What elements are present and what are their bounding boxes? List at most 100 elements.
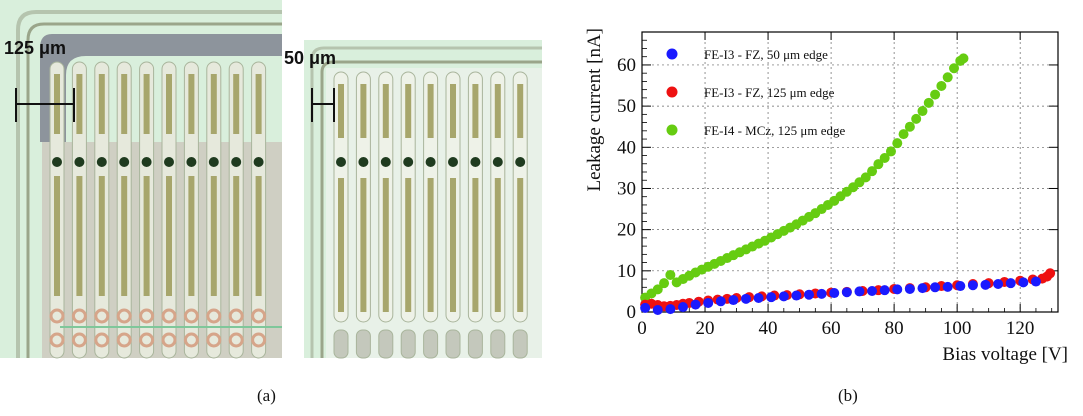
x-axis-label: Bias voltage [V] bbox=[942, 344, 1068, 365]
y-tick-label: 60 bbox=[617, 55, 636, 76]
strip-implant bbox=[255, 74, 262, 134]
data-point bbox=[659, 278, 670, 289]
legend-label: FE-I4 - MCz, 125 μm edge bbox=[704, 123, 846, 138]
bias-dot bbox=[186, 157, 197, 167]
data-point bbox=[879, 153, 890, 163]
y-tick-label: 30 bbox=[617, 178, 636, 199]
strip-implant bbox=[188, 74, 195, 134]
bias-dot bbox=[74, 157, 85, 167]
bias-dot bbox=[336, 157, 346, 167]
strip-implant bbox=[360, 84, 367, 138]
pixel-strips bbox=[49, 61, 267, 359]
strip-implant bbox=[255, 176, 262, 296]
bump-bond bbox=[251, 308, 267, 324]
data-point bbox=[949, 63, 959, 74]
data-point bbox=[753, 293, 764, 303]
x-tick-label: 100 bbox=[943, 318, 972, 339]
bias-dot bbox=[448, 157, 458, 167]
data-point bbox=[917, 283, 928, 294]
bump-bond bbox=[183, 332, 199, 348]
data-point bbox=[911, 113, 922, 124]
bias-dot bbox=[231, 157, 242, 167]
data-point bbox=[867, 166, 878, 177]
bump-bond bbox=[94, 308, 110, 324]
bias-dot bbox=[253, 157, 264, 167]
bias-dot bbox=[164, 157, 174, 167]
strip-implant bbox=[472, 178, 479, 312]
data-point bbox=[665, 304, 676, 315]
strip-implant bbox=[338, 84, 344, 138]
data-point bbox=[958, 53, 969, 64]
data-point bbox=[873, 159, 884, 170]
data-point bbox=[778, 291, 789, 302]
data-point bbox=[715, 296, 726, 307]
data-point bbox=[841, 287, 852, 298]
strip-implant bbox=[121, 176, 128, 296]
bias-dot bbox=[425, 157, 436, 167]
outer-ring bbox=[310, 46, 542, 358]
pixel-strip-lower bbox=[333, 329, 349, 359]
legend-label: FE-I3 - FZ, 125 μm edge bbox=[704, 85, 835, 100]
data-point bbox=[1018, 277, 1029, 288]
bump-bond bbox=[228, 332, 244, 348]
strip-implant bbox=[360, 178, 367, 312]
x-tick-label: 0 bbox=[637, 318, 647, 339]
sensor-image-125um: 125 μm bbox=[0, 0, 282, 359]
sensor-image-50um: 50 μm bbox=[284, 40, 542, 359]
strip-implant bbox=[427, 84, 434, 138]
sensor-micrograph-panel: 125 μm 50 μm bbox=[0, 0, 545, 360]
pixel-strip-lower bbox=[512, 329, 528, 359]
sensor-micrograph: 125 μm 50 μm bbox=[0, 0, 542, 359]
guard-ring bbox=[320, 60, 542, 358]
legend-label: FE-I3 - FZ, 50 μm edge bbox=[704, 47, 828, 62]
data-point bbox=[892, 138, 903, 149]
data-point bbox=[892, 284, 903, 295]
bump-bond bbox=[183, 308, 199, 324]
x-tick-label: 60 bbox=[822, 318, 841, 339]
data-point bbox=[703, 297, 714, 308]
edge-label-125: 125 μm bbox=[4, 38, 66, 58]
data-point bbox=[816, 288, 827, 299]
strip-implant bbox=[338, 178, 344, 312]
data-point bbox=[741, 293, 751, 304]
data-point bbox=[879, 285, 890, 296]
bump-bond bbox=[251, 332, 267, 348]
pixel-strip-lower bbox=[445, 329, 461, 359]
bias-dot bbox=[515, 157, 526, 167]
data-point bbox=[1045, 268, 1056, 279]
strip-implant bbox=[166, 176, 172, 296]
bump-bond bbox=[206, 308, 222, 324]
data-point bbox=[640, 302, 651, 313]
pixel-strip-lower bbox=[490, 329, 506, 359]
data-point bbox=[936, 80, 947, 91]
data-point bbox=[652, 284, 663, 295]
strip-implant bbox=[210, 74, 217, 134]
data-point bbox=[665, 269, 676, 280]
strip-implant bbox=[233, 176, 240, 296]
pixel-strip-lower bbox=[467, 329, 483, 359]
bias-dot bbox=[52, 157, 62, 167]
bump-bond bbox=[94, 332, 110, 348]
bump-bond bbox=[49, 332, 65, 348]
data-point bbox=[930, 282, 941, 293]
strip-implant bbox=[472, 84, 479, 138]
legend-marker bbox=[666, 124, 678, 136]
bump-bond bbox=[49, 308, 65, 324]
bias-dot bbox=[470, 157, 481, 167]
data-point bbox=[980, 279, 991, 290]
bump-bond bbox=[161, 332, 177, 348]
bump-bonds bbox=[49, 308, 282, 348]
data-point bbox=[766, 292, 777, 303]
data-point bbox=[867, 286, 878, 296]
caption-b: (b) bbox=[838, 386, 858, 405]
pixel-strip-lower bbox=[423, 329, 439, 359]
bump-bond bbox=[139, 332, 155, 348]
bump-bond bbox=[71, 308, 87, 324]
bump-bond bbox=[228, 308, 244, 324]
strip-implant bbox=[494, 178, 501, 312]
strip-implant bbox=[188, 176, 195, 296]
leakage-chart-panel: 0 20 40 60 80 100 120 0 10 20 30 40 50 60 FE-I3 - FZ,… bbox=[560, 0, 1080, 370]
bias-dot bbox=[492, 157, 503, 167]
series-0 bbox=[640, 276, 1041, 315]
data-point bbox=[690, 299, 701, 310]
